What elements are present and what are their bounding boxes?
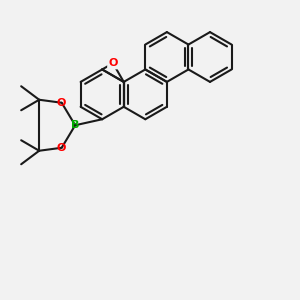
Text: O: O	[57, 98, 66, 108]
Text: O: O	[108, 58, 118, 68]
Text: B: B	[71, 120, 80, 130]
Text: O: O	[57, 143, 66, 153]
Text: O: O	[108, 58, 118, 68]
